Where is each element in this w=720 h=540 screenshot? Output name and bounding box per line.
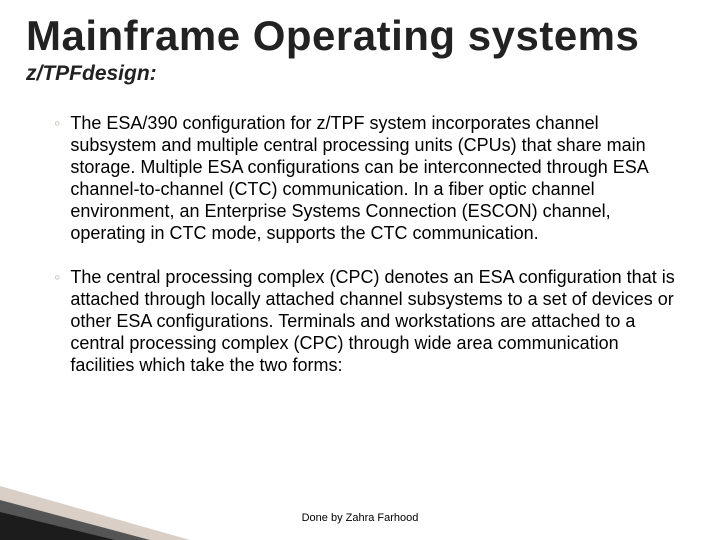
content-area: ◦ The ESA/390 configuration for z/TPF sy… <box>0 86 720 376</box>
bullet-text: The ESA/390 configuration for z/TPF syst… <box>70 112 684 244</box>
list-item: ◦ The ESA/390 configuration for z/TPF sy… <box>54 112 684 244</box>
list-item: ◦ The central processing complex (CPC) d… <box>54 266 684 376</box>
bullet-icon: ◦ <box>54 112 60 134</box>
slide-title: Mainframe Operating systems <box>0 0 720 60</box>
slide-subtitle: z/TPFdesign: <box>0 60 720 86</box>
bullet-icon: ◦ <box>54 266 60 288</box>
footer-credit: Done by Zahra Farhood <box>0 512 720 524</box>
bullet-text: The central processing complex (CPC) den… <box>70 266 684 376</box>
